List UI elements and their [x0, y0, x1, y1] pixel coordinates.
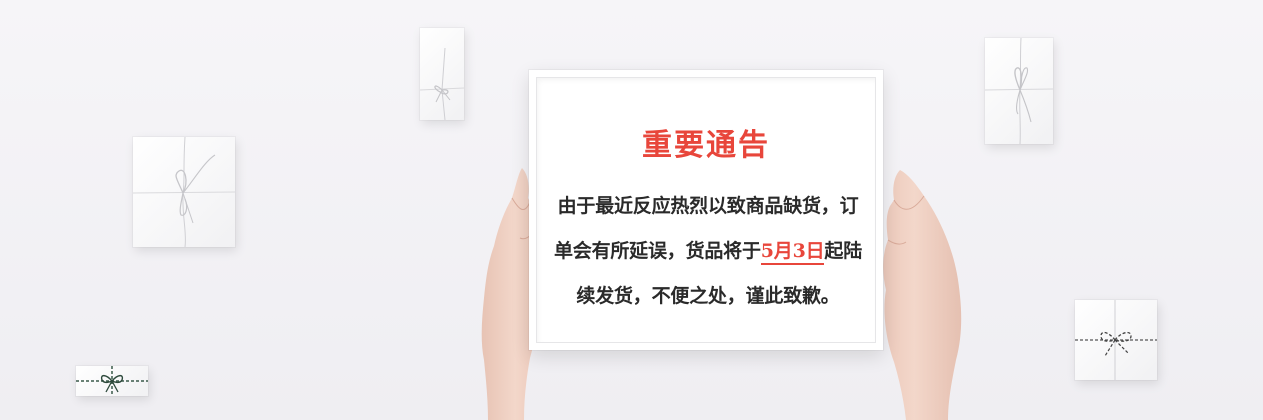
gift-box-icon: [133, 137, 235, 247]
notice-line-2-before: 单会有所延误，货品将于: [553, 240, 761, 262]
notice-line-2-after: 起陆: [824, 240, 863, 262]
right-hand-image: [870, 170, 970, 420]
notice-line-1: 由于最近反应热烈以致商品缺货，订: [557, 195, 859, 217]
highlighted-date: 5月3日: [760, 240, 825, 265]
gift-box-icon: [420, 28, 464, 120]
notice-line-3: 续发货，不便之处，谨此致歉。: [576, 285, 840, 307]
gift-box-icon: [76, 366, 148, 396]
notice-body: 由于最近反应热烈以致商品缺货，订 单会有所延误，货品将于5月3日起陆 续发货，不…: [551, 184, 865, 319]
notice-board: 重要通告 由于最近反应热烈以致商品缺货，订 单会有所延误，货品将于5月3日起陆 …: [529, 70, 883, 350]
gift-box-icon: [985, 38, 1053, 144]
notice-title: 重要通告: [642, 128, 770, 163]
notice-board-frame: [536, 77, 876, 343]
gift-box-icon: [1075, 300, 1157, 380]
notice-line-2: 单会有所延误，货品将于5月3日起陆: [551, 229, 865, 274]
